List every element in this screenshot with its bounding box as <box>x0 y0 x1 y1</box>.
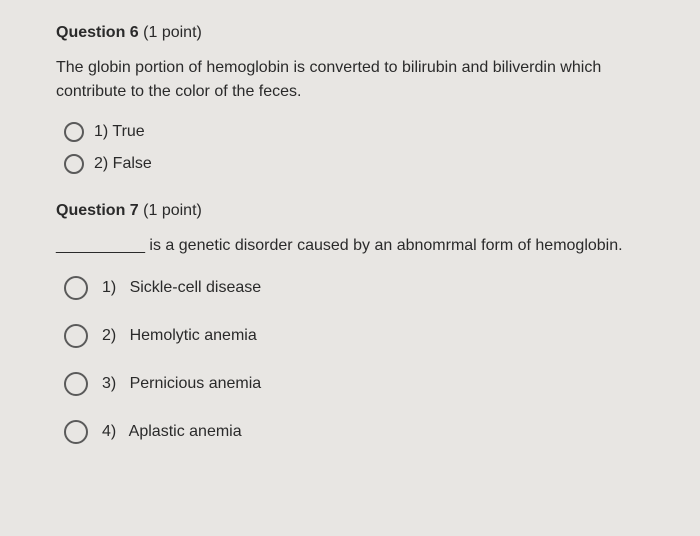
option-label: 4) Aplastic anemia <box>102 423 242 441</box>
question-6-option-1[interactable]: 1) True <box>64 122 652 142</box>
radio-icon[interactable] <box>64 154 84 174</box>
question-7-option-3[interactable]: 3) Pernicious anemia <box>64 372 652 396</box>
option-label: 2) Hemolytic anemia <box>102 327 257 345</box>
question-7-points: (1 point) <box>143 202 202 219</box>
fill-blank: __________ <box>56 234 145 258</box>
radio-icon[interactable] <box>64 420 88 444</box>
radio-icon[interactable] <box>64 276 88 300</box>
question-7-options: 1) Sickle-cell disease 2) Hemolytic anem… <box>56 276 652 444</box>
radio-icon[interactable] <box>64 372 88 396</box>
question-6-options: 1) True 2) False <box>56 122 652 174</box>
option-label: 1) True <box>94 123 145 141</box>
radio-icon[interactable] <box>64 324 88 348</box>
question-7-header: Question 7 (1 point) <box>56 202 652 220</box>
question-7-option-2[interactable]: 2) Hemolytic anemia <box>64 324 652 348</box>
question-6: Question 6 (1 point) The globin portion … <box>56 24 652 174</box>
question-6-points: (1 point) <box>143 24 202 41</box>
question-7-number: Question 7 <box>56 202 139 219</box>
radio-icon[interactable] <box>64 122 84 142</box>
question-6-number: Question 6 <box>56 24 139 41</box>
question-7-option-1[interactable]: 1) Sickle-cell disease <box>64 276 652 300</box>
option-label: 1) Sickle-cell disease <box>102 279 261 297</box>
question-6-header: Question 6 (1 point) <box>56 24 652 42</box>
question-6-option-2[interactable]: 2) False <box>64 154 652 174</box>
option-label: 2) False <box>94 155 152 173</box>
option-label: 3) Pernicious anemia <box>102 375 261 393</box>
question-7-option-4[interactable]: 4) Aplastic anemia <box>64 420 652 444</box>
question-7: Question 7 (1 point) __________ is a gen… <box>56 202 652 444</box>
question-7-text: __________ is a genetic disorder caused … <box>56 234 652 258</box>
question-7-text-after: is a genetic disorder caused by an abnom… <box>145 237 623 254</box>
question-6-text: The globin portion of hemoglobin is conv… <box>56 56 652 104</box>
